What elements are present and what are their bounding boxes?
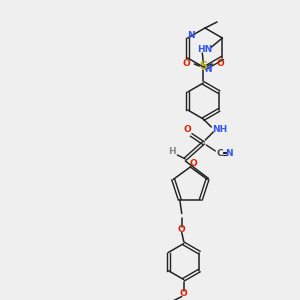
Text: O: O [182,59,190,68]
Text: N: N [187,32,194,40]
Text: C: C [216,148,223,158]
Text: S: S [199,61,207,71]
Text: O: O [189,158,197,167]
Text: N: N [204,65,212,74]
Text: NH: NH [212,124,227,134]
Text: O: O [178,225,186,234]
Text: HN: HN [197,46,212,55]
Text: O: O [216,59,224,68]
Text: O: O [183,125,191,134]
Text: H: H [169,148,176,157]
Text: N: N [226,148,233,158]
Text: O: O [180,289,188,298]
